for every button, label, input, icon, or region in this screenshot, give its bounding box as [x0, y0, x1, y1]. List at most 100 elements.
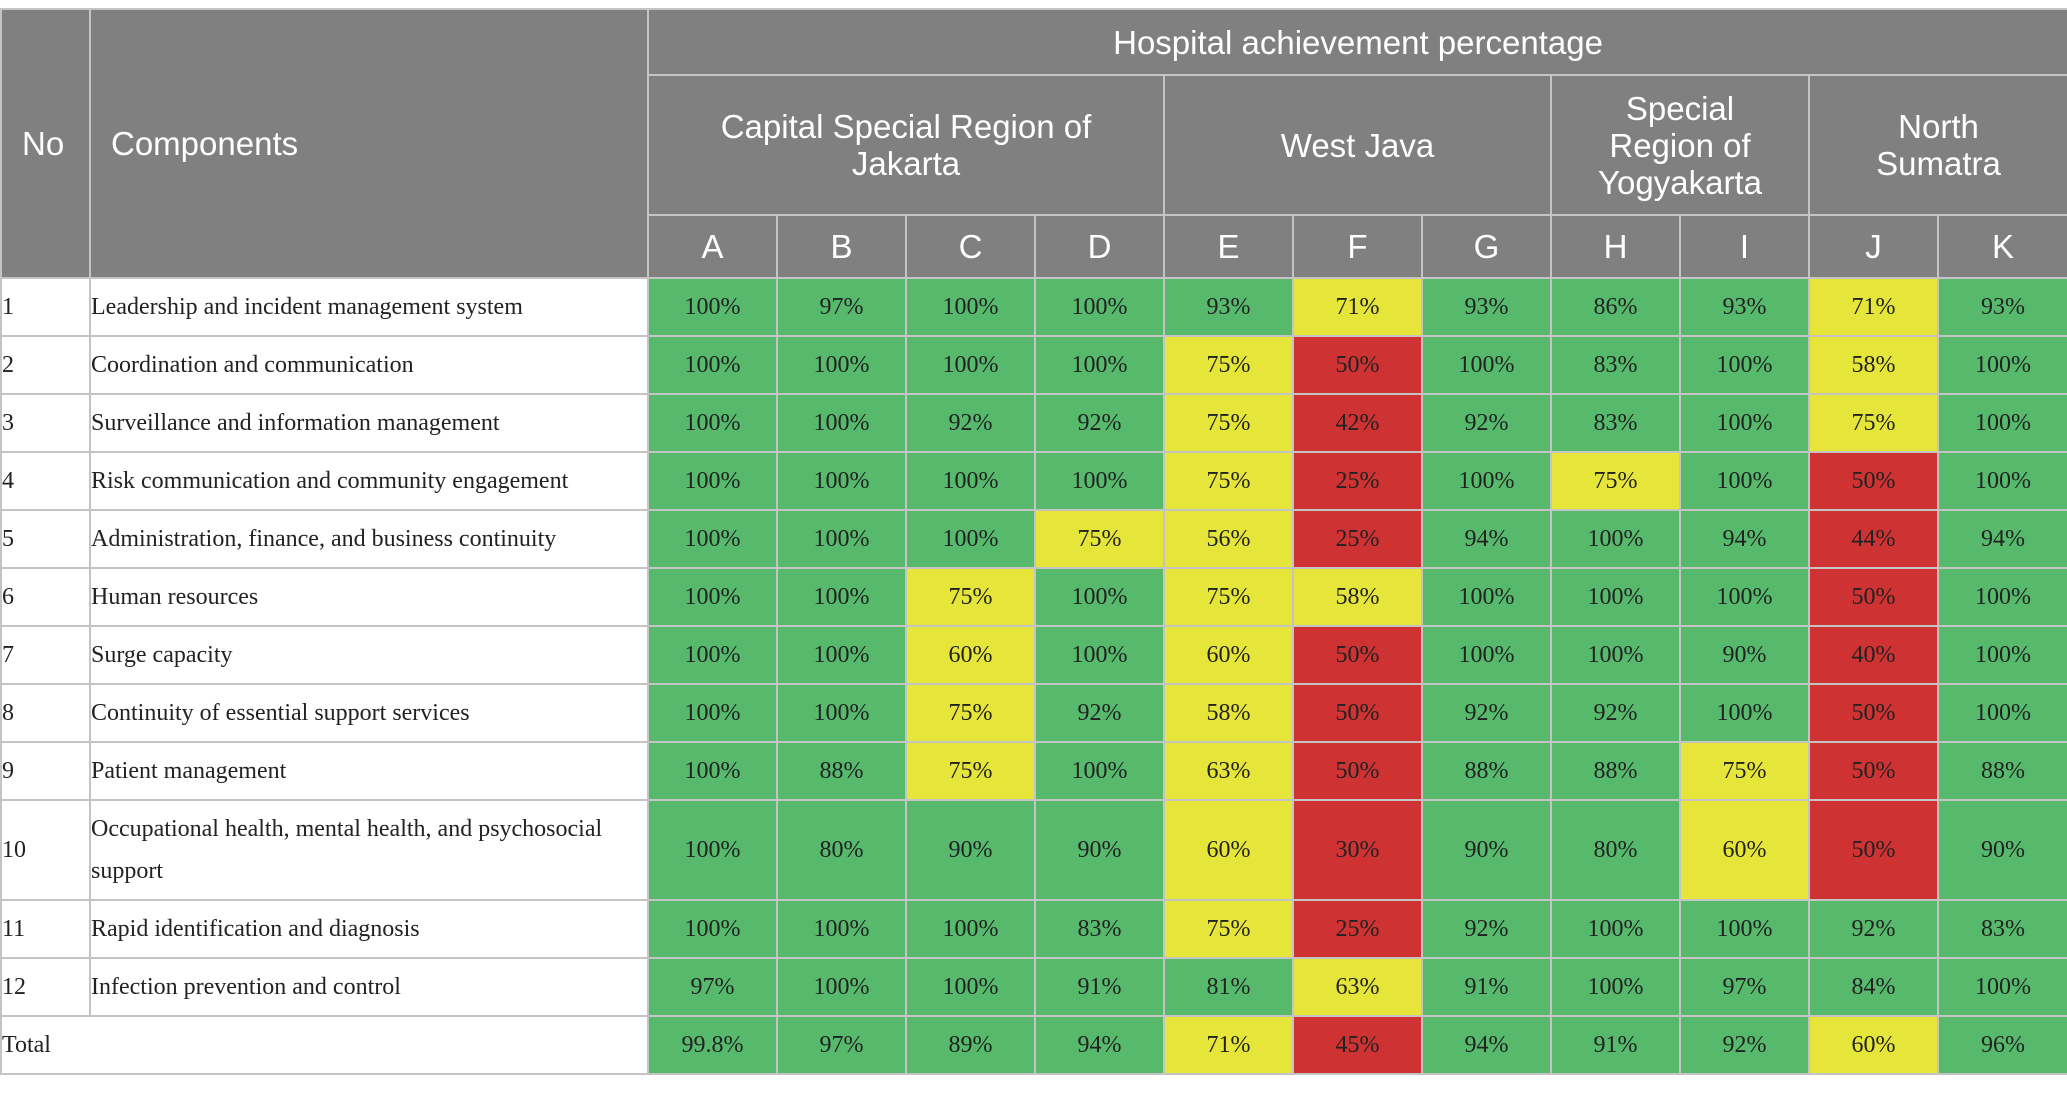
percentage-cell: 100% [776, 451, 907, 511]
percentage-cell: 80% [1550, 799, 1681, 901]
percentage-cell: 60% [1679, 799, 1810, 901]
table-row: 12 Infection prevention and control 97% 100… [0, 957, 2067, 1017]
percentage-cell: 100% [776, 509, 907, 569]
percentage-cell: 100% [1421, 567, 1552, 627]
hospital-achievement-table: No Components Hospital achievement perce… [0, 8, 2067, 1075]
percentage-cell: 75% [1034, 509, 1165, 569]
percentage-cell: 50% [1808, 451, 1939, 511]
percentage-cell: 83% [1550, 393, 1681, 453]
header-hospital: A [647, 214, 778, 279]
percentage-cell: 100% [1550, 625, 1681, 685]
percentage-cell: 100% [1034, 451, 1165, 511]
row-number: 5 [0, 509, 91, 569]
percentage-cell: 100% [1034, 741, 1165, 801]
row-number: 1 [0, 277, 91, 337]
row-component: Patient management [89, 741, 649, 801]
total-percentage-cell: 89% [905, 1015, 1036, 1075]
region-label: North Sumatra [1876, 108, 2001, 182]
percentage-cell: 93% [1421, 277, 1552, 337]
row-component: Surge capacity [89, 625, 649, 685]
row-number: 6 [0, 567, 91, 627]
percentage-cell: 100% [1679, 393, 1810, 453]
row-component: Surveillance and information management [89, 393, 649, 453]
row-component: Infection prevention and control [89, 957, 649, 1017]
percentage-cell: 84% [1808, 957, 1939, 1017]
percentage-cell: 100% [647, 625, 778, 685]
percentage-cell: 100% [905, 277, 1036, 337]
percentage-cell: 25% [1292, 899, 1423, 959]
percentage-cell: 92% [1550, 683, 1681, 743]
percentage-cell: 75% [905, 567, 1036, 627]
percentage-cell: 100% [647, 741, 778, 801]
header-region-west-java: West Java [1163, 74, 1552, 216]
percentage-cell: 100% [1679, 899, 1810, 959]
percentage-cell: 100% [1550, 509, 1681, 569]
percentage-cell: 100% [776, 567, 907, 627]
table-row: 11 Rapid identification and diagnosis 100%… [0, 899, 2067, 959]
table-row: 1 Leadership and incident management syst… [0, 277, 2067, 337]
percentage-cell: 100% [905, 509, 1036, 569]
row-component: Rapid identification and diagnosis [89, 899, 649, 959]
total-percentage-cell: 97% [776, 1015, 907, 1075]
percentage-cell: 75% [1163, 393, 1294, 453]
percentage-cell: 80% [776, 799, 907, 901]
header-region-north-sumatra: North Sumatra [1807, 74, 2067, 216]
percentage-cell: 100% [1034, 625, 1165, 685]
percentage-cell: 50% [1808, 799, 1939, 901]
total-percentage-cell: 94% [1421, 1015, 1552, 1075]
percentage-cell: 50% [1808, 567, 1939, 627]
total-percentage-cell: 99.8% [647, 1015, 778, 1075]
row-component: Coordination and communication [89, 335, 649, 395]
percentage-cell: 81% [1163, 957, 1294, 1017]
percentage-cell: 88% [776, 741, 907, 801]
percentage-cell: 100% [1550, 567, 1681, 627]
percentage-cell: 90% [1936, 799, 2067, 901]
percentage-cell: 100% [1421, 625, 1552, 685]
percentage-cell: 100% [1936, 393, 2067, 453]
percentage-cell: 93% [1163, 277, 1294, 337]
table-row: 5 Administration, finance, and business c… [0, 509, 2067, 569]
percentage-cell: 58% [1163, 683, 1294, 743]
percentage-cell: 25% [1292, 451, 1423, 511]
percentage-cell: 90% [1421, 799, 1552, 901]
percentage-cell: 83% [1936, 899, 2067, 959]
percentage-cell: 91% [1421, 957, 1552, 1017]
percentage-cell: 100% [905, 335, 1036, 395]
header-hospital: F [1292, 214, 1423, 279]
percentage-cell: 92% [1421, 683, 1552, 743]
header-group-title: Hospital achievement percentage [646, 8, 2067, 76]
percentage-cell: 75% [905, 741, 1036, 801]
percentage-cell: 92% [1808, 899, 1939, 959]
percentage-cell: 100% [1936, 335, 2067, 395]
percentage-cell: 100% [905, 451, 1036, 511]
header-region-yogyakarta: Special Region of Yogyakarta [1550, 74, 1810, 216]
percentage-cell: 90% [1679, 625, 1810, 685]
percentage-cell: 50% [1808, 741, 1939, 801]
row-number: 7 [0, 625, 91, 685]
percentage-cell: 86% [1550, 277, 1681, 337]
header-hospital: I [1679, 214, 1810, 279]
percentage-cell: 100% [776, 393, 907, 453]
percentage-cell: 100% [1679, 451, 1810, 511]
header-hospital: J [1808, 214, 1939, 279]
percentage-cell: 93% [1936, 277, 2067, 337]
percentage-cell: 30% [1292, 799, 1423, 901]
header-hospital: H [1550, 214, 1681, 279]
percentage-cell: 100% [1421, 335, 1552, 395]
percentage-cell: 75% [1679, 741, 1810, 801]
percentage-cell: 100% [1034, 277, 1165, 337]
percentage-cell: 60% [1163, 799, 1294, 901]
percentage-cell: 100% [647, 899, 778, 959]
header-hospital: E [1163, 214, 1294, 279]
percentage-cell: 100% [647, 335, 778, 395]
percentage-cell: 100% [905, 899, 1036, 959]
row-component: Continuity of essential support services [89, 683, 649, 743]
percentage-cell: 88% [1550, 741, 1681, 801]
percentage-cell: 83% [1034, 899, 1165, 959]
percentage-cell: 100% [1936, 451, 2067, 511]
percentage-cell: 100% [776, 625, 907, 685]
percentage-cell: 94% [1421, 509, 1552, 569]
percentage-cell: 100% [1936, 683, 2067, 743]
percentage-cell: 97% [1679, 957, 1810, 1017]
